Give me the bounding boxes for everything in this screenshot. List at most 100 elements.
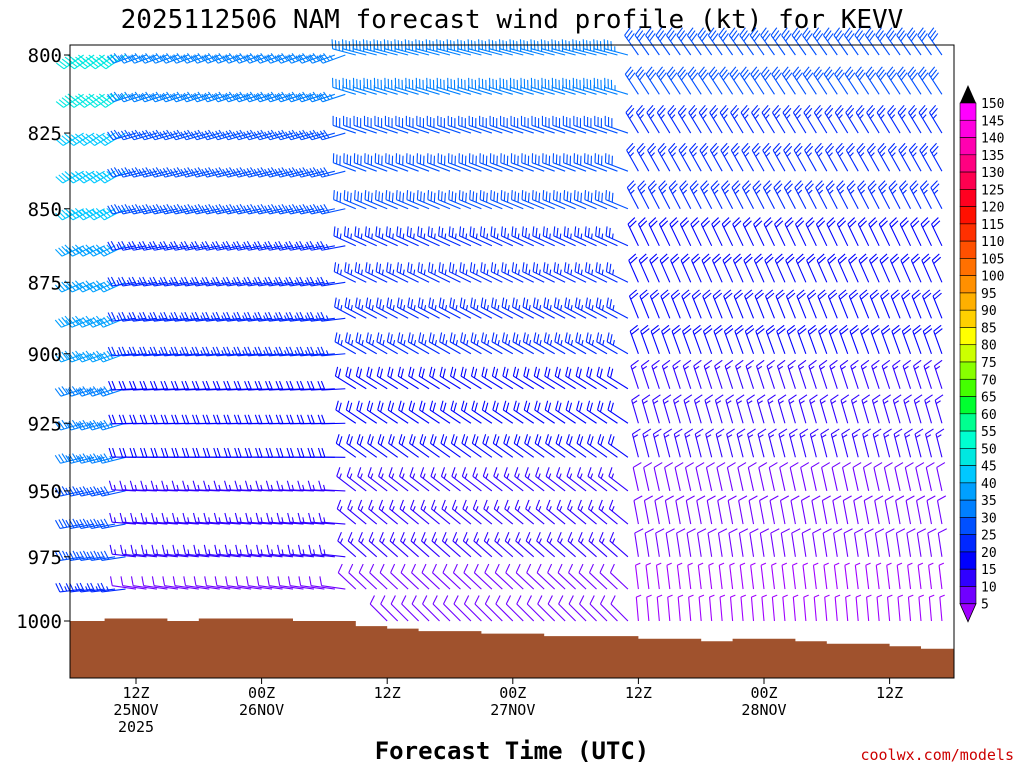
wind-barb <box>836 217 849 247</box>
wind-barb <box>192 512 220 525</box>
wind-barb <box>385 153 409 172</box>
wind-barb <box>203 544 231 558</box>
wind-barb <box>504 531 524 558</box>
wind-barb <box>877 142 891 172</box>
wind-barb <box>922 324 933 354</box>
wind-barb <box>887 142 901 172</box>
wind-barb <box>472 467 493 492</box>
wind-barb <box>802 66 817 95</box>
wind-barb <box>896 66 911 95</box>
wind-barb <box>583 115 608 134</box>
wind-barb <box>755 324 765 354</box>
wind-barb <box>471 434 493 458</box>
wind-barb <box>835 142 849 172</box>
wind-barb <box>868 217 880 247</box>
wind-barb <box>845 142 859 172</box>
wind-barb <box>141 544 168 558</box>
wind-barb <box>826 217 838 247</box>
wind-barb <box>232 204 262 215</box>
wind-barb <box>866 594 872 622</box>
wind-barb <box>436 77 461 95</box>
wind-barb <box>677 104 692 134</box>
wind-barb <box>818 359 828 389</box>
wind-barb <box>603 39 629 56</box>
x-tick-label: 00Z <box>248 684 275 702</box>
wind-barb <box>214 544 241 558</box>
wind-barb <box>480 297 503 319</box>
wind-barb <box>760 66 775 95</box>
wind-barb <box>222 241 252 251</box>
wind-barb <box>911 289 922 319</box>
wind-barb <box>428 297 451 319</box>
wind-barb <box>816 253 828 283</box>
wind-barb <box>343 226 367 247</box>
wind-barb <box>887 104 901 134</box>
wind-barb <box>689 180 702 210</box>
wind-barb <box>306 204 335 215</box>
wind-barb <box>255 512 283 525</box>
wind-barb <box>182 512 210 525</box>
wind-barb <box>180 129 210 141</box>
wind-barb <box>924 428 934 458</box>
wind-barb <box>586 366 608 390</box>
wind-barb <box>759 528 770 557</box>
wind-barb <box>543 262 566 283</box>
wind-barb <box>306 346 335 357</box>
colorbar-swatch <box>959 102 977 121</box>
wind-barb <box>830 428 840 458</box>
wind-barb <box>418 332 440 355</box>
wind-barb <box>408 400 430 424</box>
wind-barb <box>264 346 294 357</box>
wind-barb <box>490 262 514 283</box>
wind-barb <box>857 217 870 247</box>
wind-barb <box>891 324 901 354</box>
wind-barb <box>543 297 566 319</box>
wind-barb <box>895 495 905 525</box>
wind-barb <box>355 332 378 355</box>
wind-barb <box>343 153 367 172</box>
wind-barb <box>768 462 778 492</box>
wind-barb <box>607 366 629 390</box>
wind-barb <box>480 262 503 283</box>
wind-barb <box>848 289 859 319</box>
wind-barb <box>762 180 775 210</box>
wind-barb <box>681 289 692 319</box>
wind-barb <box>395 190 419 210</box>
colorbar-label: 15 <box>981 563 997 578</box>
wind-barb <box>881 359 891 389</box>
wind-barb <box>556 467 576 492</box>
wind-barb <box>868 253 880 283</box>
wind-barb <box>869 289 880 319</box>
wind-barb <box>483 499 503 525</box>
wind-barb <box>772 104 786 134</box>
colorbar-swatch <box>959 309 977 328</box>
wind-barb <box>501 297 524 319</box>
wind-barb <box>501 332 524 355</box>
wind-barb <box>399 499 419 525</box>
wind-barb <box>452 563 472 590</box>
wind-barb <box>276 512 304 525</box>
colorbar-swatch <box>959 413 977 432</box>
wind-barb <box>545 467 566 492</box>
wind-barb <box>562 77 587 95</box>
wind-barb <box>505 595 524 622</box>
x-tick-label: 27NOV <box>490 701 535 719</box>
wind-barb <box>642 428 652 458</box>
wind-barb <box>747 428 756 458</box>
colorbar-swatch <box>959 189 977 207</box>
wind-barb <box>533 366 555 390</box>
wind-barb <box>333 190 357 210</box>
wind-barb <box>546 499 566 525</box>
wind-barb <box>744 324 755 354</box>
wind-barb <box>369 595 388 622</box>
wind-barb <box>686 528 696 557</box>
wind-barb <box>916 495 926 525</box>
wind-barb <box>317 447 346 458</box>
wind-barb <box>746 394 755 424</box>
wind-barb <box>748 495 758 525</box>
wind-barb <box>429 434 451 458</box>
wind-barb <box>609 531 629 558</box>
colorbar-label: 120 <box>981 201 1004 216</box>
colorbar-swatch <box>959 465 977 484</box>
